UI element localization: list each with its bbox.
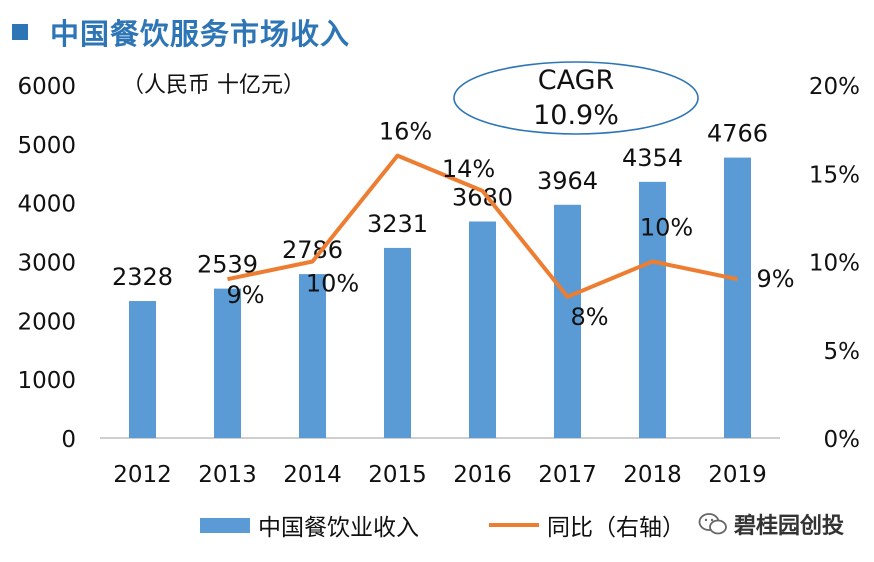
legend: 中国餐饮业收入 同比（右轴） bbox=[200, 508, 685, 542]
line-value-label: 16% bbox=[379, 118, 432, 146]
bar bbox=[299, 274, 326, 438]
left-tick-label: 4000 bbox=[17, 192, 76, 218]
x-tick-label: 2013 bbox=[198, 462, 257, 488]
chart-title: 中国餐饮服务市场收入 bbox=[50, 17, 351, 51]
bar-value-label: 4766 bbox=[707, 120, 768, 148]
line-value-label: 8% bbox=[570, 303, 608, 331]
cagr-label: CAGR bbox=[538, 65, 615, 96]
bar bbox=[469, 221, 496, 438]
x-axis: 2012 2013 2014 2015 2016 2017 2018 2019 bbox=[113, 462, 767, 488]
chart-title-row: 中国餐饮服务市场收入 bbox=[12, 12, 350, 52]
left-tick-label: 3000 bbox=[17, 251, 76, 277]
x-tick-label: 2019 bbox=[708, 462, 767, 488]
x-tick-label: 2015 bbox=[368, 462, 427, 488]
line-value-label: 14% bbox=[442, 155, 495, 183]
bar-series bbox=[129, 157, 751, 438]
left-axis: 0 1000 2000 3000 4000 5000 6000 bbox=[17, 74, 76, 453]
bar-value-label: 2328 bbox=[112, 263, 173, 291]
x-tick-label: 2014 bbox=[283, 462, 342, 488]
bar-value-label: 4354 bbox=[622, 144, 683, 172]
bar-value-label: 3680 bbox=[452, 183, 513, 211]
title-square-icon bbox=[12, 24, 28, 40]
right-tick-label: 15% bbox=[809, 162, 860, 188]
left-tick-label: 5000 bbox=[17, 133, 76, 159]
watermark: 碧桂园创投 bbox=[698, 508, 844, 540]
x-tick-label: 2017 bbox=[538, 462, 597, 488]
left-tick-label: 1000 bbox=[17, 368, 76, 394]
legend-line-swatch bbox=[489, 523, 539, 527]
bar bbox=[554, 204, 581, 438]
right-tick-label: 5% bbox=[824, 339, 861, 365]
left-tick-label: 0 bbox=[61, 427, 76, 453]
cagr-ellipse bbox=[453, 61, 699, 135]
line-value-label: 10% bbox=[640, 214, 693, 242]
line-value-label: 9% bbox=[756, 265, 794, 293]
line-value-labels: 9% 10% 16% 14% 8% 10% 9% bbox=[226, 118, 794, 331]
bar-value-label: 3231 bbox=[367, 210, 428, 238]
right-axis: 0% 5% 10% 15% 20% bbox=[809, 74, 860, 453]
unit-label: （人民币 十亿元） bbox=[122, 73, 305, 98]
wechat-icon bbox=[698, 513, 727, 535]
bar bbox=[724, 157, 751, 438]
legend-line-label: 同比（右轴） bbox=[547, 515, 685, 541]
bar bbox=[214, 288, 241, 438]
cagr-value: 10.9% bbox=[533, 100, 619, 131]
right-tick-label: 0% bbox=[824, 427, 861, 453]
bar bbox=[639, 181, 666, 438]
left-tick-label: 6000 bbox=[17, 74, 76, 100]
line-value-label: 9% bbox=[226, 281, 264, 309]
bar bbox=[129, 301, 156, 438]
right-tick-label: 10% bbox=[809, 251, 860, 277]
x-tick-label: 2016 bbox=[453, 462, 512, 488]
bar-value-label: 3964 bbox=[537, 167, 598, 195]
legend-bar-swatch bbox=[200, 517, 250, 533]
bar bbox=[384, 247, 411, 438]
line-value-label: 10% bbox=[306, 270, 359, 298]
watermark-text: 碧桂园创投 bbox=[734, 514, 845, 539]
left-tick-label: 2000 bbox=[17, 309, 76, 335]
yoy-line bbox=[227, 153, 738, 299]
x-tick-label: 2012 bbox=[113, 462, 172, 488]
x-tick-label: 2018 bbox=[623, 462, 682, 488]
right-tick-label: 20% bbox=[809, 74, 860, 100]
legend-bar-label: 中国餐饮业收入 bbox=[258, 515, 419, 541]
